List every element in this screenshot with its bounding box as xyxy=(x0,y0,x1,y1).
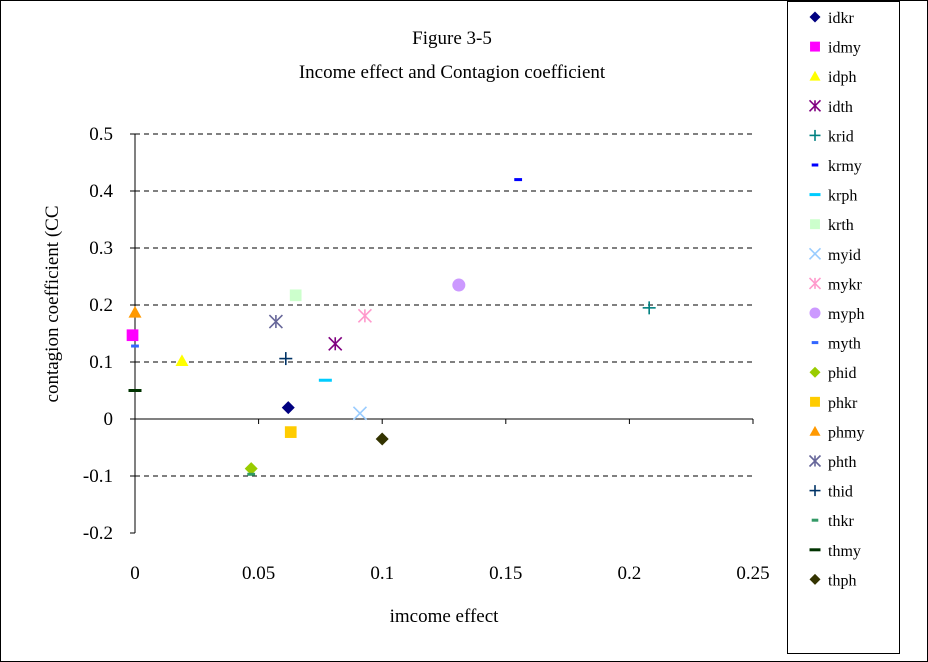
gridlines xyxy=(135,133,753,477)
x-tick-label: 0.15 xyxy=(489,563,522,584)
legend-label-myph: myph xyxy=(828,306,864,323)
point-krmy xyxy=(514,178,523,182)
legend-marker-idmy xyxy=(810,41,820,52)
tick-labels: -0.2 -0.1 0 0.1 0.2 0.3 0.4 0.5 0 0.05 0.1 0.15 0.2 0… xyxy=(83,124,770,584)
legend-marker-myph xyxy=(809,307,821,319)
point-phkr xyxy=(284,426,297,438)
point-myth xyxy=(131,344,139,348)
x-axis-title: imcome effect xyxy=(390,606,500,627)
legend-marker-mykr xyxy=(808,277,822,290)
legend-label-idkr: idkr xyxy=(828,10,854,27)
y-tick-label: -0.1 xyxy=(83,466,113,487)
point-krph xyxy=(318,378,332,382)
y-axis-title: contagion coefficient (CC xyxy=(42,206,63,403)
legend-marker-krid xyxy=(809,129,821,141)
legend-label-thkr: thkr xyxy=(828,513,854,530)
legend-label-phmy: phmy xyxy=(828,424,864,441)
legend-marker-idkr xyxy=(809,11,821,23)
y-tick-label: 0.1 xyxy=(89,352,113,373)
point-phth xyxy=(268,314,283,329)
legend-label-mykr: mykr xyxy=(828,276,862,293)
point-thmy xyxy=(128,389,142,392)
y-tick-label: 0.3 xyxy=(89,238,113,259)
legend-marker-phkr xyxy=(810,396,820,407)
x-tick-label: 0.05 xyxy=(242,563,275,584)
point-krid xyxy=(642,301,656,315)
legend-label-thmy: thmy xyxy=(828,543,861,560)
legend-label-phkr: phkr xyxy=(828,395,858,412)
legend-marker-thkr xyxy=(811,518,819,522)
data-points xyxy=(126,178,656,476)
y-tick-label: 0 xyxy=(104,409,114,430)
legend-marker-krth xyxy=(810,219,820,230)
legend-marker-phth xyxy=(808,454,822,468)
point-myid xyxy=(352,406,368,421)
legend-marker-myth xyxy=(811,341,819,345)
legend-marker-phid xyxy=(809,366,821,378)
y-tick-label: -0.2 xyxy=(83,523,113,544)
point-idph xyxy=(175,354,189,367)
point-krth xyxy=(289,289,302,302)
legend-marker-idph xyxy=(809,70,821,81)
legend-marker-phmy xyxy=(809,425,821,436)
legend-marker-thph xyxy=(809,573,821,585)
point-thph xyxy=(375,432,389,446)
legend-marker-thmy xyxy=(809,548,821,552)
x-tick-label: 0.2 xyxy=(618,563,642,584)
legend-label-krth: krth xyxy=(828,217,854,234)
y-tick-label: 0.2 xyxy=(89,295,113,316)
legend-label-thph: thph xyxy=(828,572,856,589)
chart-subtitle: Income effect and Contagion coefficient xyxy=(299,62,606,83)
point-phid xyxy=(244,462,258,476)
point-phmy xyxy=(128,305,142,318)
point-myph xyxy=(452,278,466,292)
legend-label-phid: phid xyxy=(828,365,856,382)
chart-title: Figure 3-5 xyxy=(412,28,492,49)
legend-label-krid: krid xyxy=(828,128,854,145)
legend-marker-myid xyxy=(808,247,822,260)
legend-label-myid: myid xyxy=(828,247,861,264)
legend-marker-idth xyxy=(808,99,822,112)
legend: idkr idmy idph idth krid krmy krph krth myid mykr… xyxy=(808,10,864,589)
legend-box xyxy=(787,1,900,654)
y-tick-label: 0.5 xyxy=(89,124,113,145)
legend-marker-krmy xyxy=(811,163,819,167)
x-tick-label: 0.1 xyxy=(370,563,394,584)
point-idmy xyxy=(126,329,139,342)
legend-marker-krph xyxy=(809,193,821,197)
x-tick-label: 0.25 xyxy=(736,563,769,584)
legend-label-myth: myth xyxy=(828,336,861,353)
legend-label-idth: idth xyxy=(828,99,853,116)
point-thkr xyxy=(247,472,256,476)
legend-label-thid: thid xyxy=(828,484,853,501)
point-idkr xyxy=(281,401,295,415)
legend-label-idph: idph xyxy=(828,69,856,86)
y-tick-label: 0.4 xyxy=(89,181,113,202)
point-idth xyxy=(328,336,343,351)
point-thid xyxy=(279,352,293,366)
x-tick-label: 0 xyxy=(130,563,140,584)
legend-label-krmy: krmy xyxy=(828,158,862,175)
legend-marker-thid xyxy=(809,485,821,497)
point-mykr xyxy=(357,308,372,323)
legend-label-krph: krph xyxy=(828,188,857,205)
legend-label-idmy: idmy xyxy=(828,40,861,57)
legend-label-phth: phth xyxy=(828,454,856,471)
